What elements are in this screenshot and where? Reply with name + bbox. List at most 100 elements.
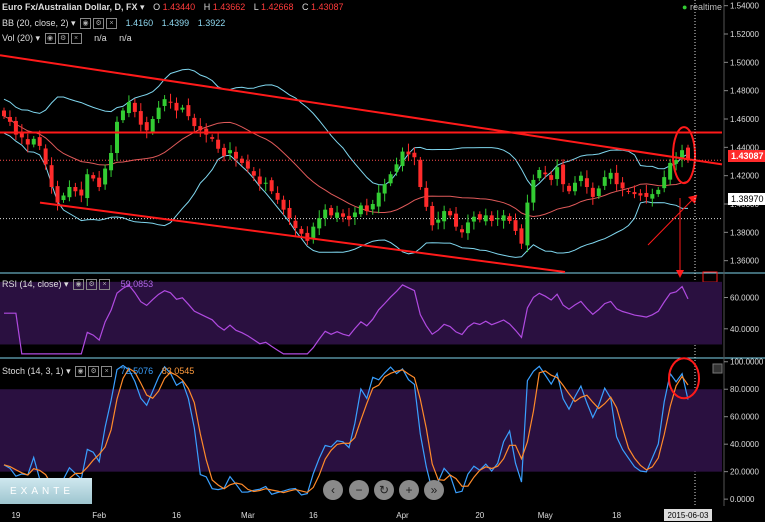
- candle-body: [91, 175, 96, 179]
- symbol-title[interactable]: Euro Fx/Australian Dollar, D, FX: [2, 2, 138, 12]
- candle-body: [686, 147, 690, 161]
- close-icon[interactable]: ×: [99, 279, 111, 291]
- candle-body: [13, 120, 18, 135]
- close-icon[interactable]: ×: [106, 18, 118, 30]
- close-icon[interactable]: ×: [101, 366, 113, 378]
- settings-icon[interactable]: ⚙: [88, 366, 100, 378]
- candle-body: [2, 110, 6, 117]
- stoch-tick-label: 60.0000: [730, 413, 759, 422]
- candle-body: [632, 192, 637, 195]
- candle-body: [263, 182, 268, 184]
- symbol-header[interactable]: Euro Fx/Australian Dollar, D, FX ▾ O 1.4…: [2, 2, 344, 13]
- stoch-d-value: 83.0545: [161, 366, 195, 376]
- rsi-legend[interactable]: RSI (14, close) ▾ ◉ ⚙ × 59.0853: [2, 279, 153, 291]
- stoch-tick-label: 20.0000: [730, 468, 759, 477]
- price-tick-label: 1.50000: [730, 58, 759, 67]
- candle-body: [584, 178, 589, 187]
- date-pill: [664, 509, 712, 521]
- arrow-line: [647, 194, 698, 246]
- candle-body: [668, 162, 673, 180]
- chevron-down-icon[interactable]: ▾: [66, 366, 71, 376]
- chevron-down-icon[interactable]: ▾: [71, 18, 76, 28]
- candle-body: [483, 215, 488, 222]
- candle-body: [174, 102, 179, 111]
- eye-icon[interactable]: ◉: [44, 33, 56, 45]
- candle-body: [507, 216, 512, 221]
- high-value: 1.43662: [212, 2, 246, 12]
- price-tick-label: 1.52000: [730, 30, 759, 39]
- bb-legend[interactable]: BB (20, close, 2) ▾ ◉ ⚙ × 1.4160 1.4399 1.…: [2, 18, 225, 30]
- candle-body: [156, 107, 161, 119]
- candle-body: [418, 159, 423, 187]
- candle-body: [543, 172, 548, 175]
- rsi-band: [0, 281, 722, 345]
- price-tick-label: 1.48000: [730, 87, 759, 96]
- candle-body: [352, 212, 357, 218]
- candle-body: [49, 165, 54, 187]
- chevron-down-icon[interactable]: ▾: [64, 279, 69, 289]
- candle-body: [7, 117, 12, 122]
- settings-icon[interactable]: ⚙: [86, 279, 98, 291]
- stoch-legend[interactable]: Stoch (14, 3, 1) ▾ ◉ ⚙ × 72.5076 83.0545: [2, 366, 195, 378]
- vol-value-2: n/a: [119, 33, 132, 43]
- bb-value-upper: 1.4399: [161, 18, 190, 28]
- vol-legend[interactable]: Vol (20) ▾ ◉ ⚙ × n/a n/a: [2, 33, 132, 45]
- bb-upper-line: [3, 68, 689, 189]
- candle-body: [329, 207, 334, 216]
- chevron-down-icon[interactable]: ▾: [140, 2, 145, 12]
- candle-body: [549, 175, 554, 180]
- eye-icon[interactable]: ◉: [80, 18, 92, 30]
- candle-body: [537, 170, 542, 179]
- candle-body: [144, 122, 149, 131]
- candle-body: [341, 213, 346, 217]
- last-price-pill: 1.43087: [728, 150, 765, 162]
- close-value: 1.43087: [311, 2, 344, 12]
- candle-body: [293, 220, 298, 229]
- open-value: 1.43440: [162, 2, 196, 12]
- candle-body: [67, 187, 72, 198]
- realtime-badge: ● realtime: [682, 2, 722, 12]
- candle-body: [186, 105, 191, 117]
- logo-text: EXANTE: [10, 486, 75, 497]
- eye-icon[interactable]: ◉: [75, 366, 87, 378]
- chevron-down-icon[interactable]: ▾: [35, 33, 41, 43]
- candle-body: [602, 177, 607, 186]
- zoom-out-button[interactable]: −: [349, 480, 369, 500]
- eye-icon[interactable]: ◉: [73, 279, 85, 291]
- stoch-tick-label: 40.0000: [730, 440, 759, 449]
- settings-icon[interactable]: ⚙: [57, 33, 69, 45]
- candle-body: [596, 188, 601, 197]
- candle-body: [513, 220, 518, 231]
- rsi-label[interactable]: RSI (14, close): [2, 279, 62, 289]
- arrow-head-icon: [676, 270, 684, 278]
- close-icon[interactable]: ×: [70, 33, 82, 45]
- candle-body: [620, 182, 625, 189]
- time-tick-label: Apr: [396, 511, 409, 520]
- stoch-k-line: [3, 364, 689, 496]
- stoch-label[interactable]: Stoch (14, 3, 1): [2, 366, 64, 376]
- candle-body: [430, 205, 435, 226]
- price-tick-label: 1.36000: [730, 257, 759, 266]
- candle-body: [567, 185, 572, 192]
- candle-body: [525, 202, 530, 246]
- candle-body: [43, 148, 48, 165]
- bb-label[interactable]: BB (20, close, 2): [2, 18, 69, 28]
- vol-label[interactable]: Vol (20): [2, 33, 34, 43]
- candle-body: [55, 186, 60, 203]
- candle-body: [287, 207, 292, 219]
- scroll-left-button[interactable]: ‹: [323, 480, 343, 500]
- zoom-in-button[interactable]: +: [399, 480, 419, 500]
- candle-body: [222, 147, 227, 156]
- candle-body: [436, 219, 441, 223]
- candle-body: [138, 111, 143, 125]
- crosshair-price-pill: 1.38970: [728, 193, 765, 205]
- low-value: 1.42668: [260, 2, 294, 12]
- candle-body: [459, 229, 464, 233]
- candle-body: [103, 168, 108, 185]
- scroll-right-button[interactable]: »: [424, 480, 444, 500]
- settings-icon[interactable]: ⚙: [93, 18, 105, 30]
- candle-body: [608, 172, 613, 179]
- candle-body: [531, 179, 536, 203]
- reset-button[interactable]: ↻: [374, 480, 394, 500]
